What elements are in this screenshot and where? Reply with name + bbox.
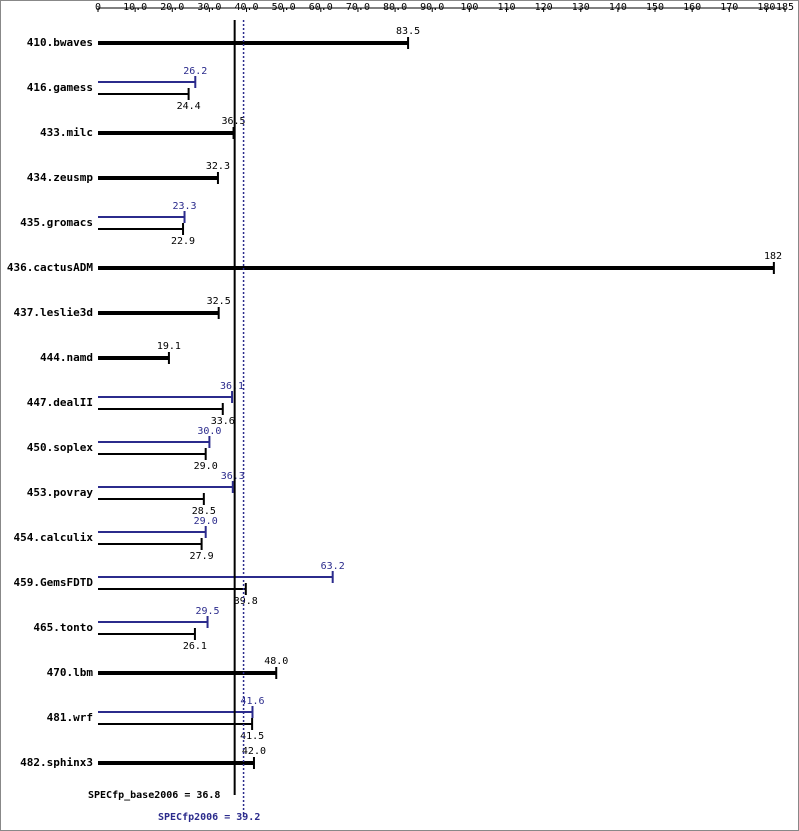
bar <box>98 583 247 595</box>
x-tick-label: 50.0 <box>272 2 296 13</box>
bar <box>98 76 197 88</box>
value-label: 182 <box>764 251 782 262</box>
value-label: 41.5 <box>240 731 264 742</box>
value-label: 22.9 <box>171 236 195 247</box>
value-label: 29.5 <box>196 606 220 617</box>
bar <box>98 37 410 49</box>
value-label: 36.3 <box>221 471 245 482</box>
value-label: 42.0 <box>242 746 266 757</box>
value-label: 33.6 <box>211 416 235 427</box>
value-label: 26.2 <box>183 66 207 77</box>
bar <box>98 718 254 730</box>
bar <box>98 127 235 139</box>
x-tick-label: 160 <box>683 2 701 13</box>
value-label: 29.0 <box>194 461 218 472</box>
bar <box>98 211 186 223</box>
bar <box>98 757 255 769</box>
x-tick-label: 30.0 <box>197 2 221 13</box>
bar <box>98 262 775 274</box>
x-tick-label: 140 <box>609 2 627 13</box>
category-label: 459.GemsFDTD <box>14 576 94 589</box>
x-tick-label: 110 <box>497 2 515 13</box>
category-label: 465.tonto <box>33 621 93 634</box>
value-label: 32.5 <box>207 296 231 307</box>
bar <box>98 667 278 679</box>
value-label: 83.5 <box>396 26 420 37</box>
value-label: 27.9 <box>190 551 214 562</box>
x-tick-label: 20.0 <box>160 2 184 13</box>
x-tick-label: 150 <box>646 2 664 13</box>
x-tick-label: 70.0 <box>346 2 370 13</box>
x-tick-label: 130 <box>572 2 590 13</box>
value-label: 63.2 <box>321 561 345 572</box>
category-label: 482.sphinx3 <box>20 756 93 769</box>
bar <box>98 352 170 364</box>
bar <box>98 616 209 628</box>
x-tick-label: 10.0 <box>123 2 147 13</box>
value-label: 48.0 <box>264 656 288 667</box>
bar <box>98 403 224 415</box>
category-label: 481.wrf <box>47 711 93 724</box>
bar <box>98 706 254 718</box>
value-label: 26.1 <box>183 641 207 652</box>
bar <box>98 526 207 538</box>
value-label: 19.1 <box>157 341 181 352</box>
bar <box>98 481 234 493</box>
x-tick-label: 180 <box>757 2 775 13</box>
value-label: 29.0 <box>194 516 218 527</box>
category-label: 435.gromacs <box>20 216 93 229</box>
value-label: 36.5 <box>221 116 245 127</box>
category-label: 470.lbm <box>47 666 94 679</box>
category-label: 437.leslie3d <box>14 306 93 319</box>
bar <box>98 88 190 100</box>
value-label: 32.3 <box>206 161 230 172</box>
category-label: 410.bwaves <box>27 36 93 49</box>
category-label: 450.soplex <box>27 441 94 454</box>
category-label: 436.cactusADM <box>7 261 93 274</box>
x-tick-label: 185 <box>776 2 794 13</box>
value-label: 23.3 <box>172 201 196 212</box>
x-tick-label: 0 <box>95 2 101 13</box>
category-label: 416.gamess <box>27 81 93 94</box>
category-label: 447.dealII <box>27 396 93 409</box>
value-label: 30.0 <box>197 426 221 437</box>
category-label: 433.milc <box>40 126 93 139</box>
bar <box>98 493 205 505</box>
bar <box>98 448 207 460</box>
x-tick-label: 90.0 <box>420 2 444 13</box>
value-label: 36.1 <box>220 381 244 392</box>
bar <box>98 436 211 448</box>
bar <box>98 172 219 184</box>
reference-label: SPECfp_base2006 = 36.8 <box>88 790 220 801</box>
category-label: 454.calculix <box>14 531 94 544</box>
bar <box>98 391 234 403</box>
x-tick-label: 100 <box>460 2 478 13</box>
bar <box>98 307 220 319</box>
category-label: 434.zeusmp <box>27 171 94 184</box>
x-tick-label: 40.0 <box>234 2 258 13</box>
category-label: 453.povray <box>27 486 94 499</box>
reference-label: SPECfp2006 = 39.2 <box>158 812 260 823</box>
value-label: 41.6 <box>240 696 264 707</box>
x-tick-label: 80.0 <box>383 2 407 13</box>
value-label: 24.4 <box>177 101 201 112</box>
value-label: 28.5 <box>192 506 216 517</box>
value-label: 39.8 <box>234 596 258 607</box>
x-tick-label: 60.0 <box>309 2 333 13</box>
x-tick-label: 170 <box>720 2 738 13</box>
bar <box>98 223 185 235</box>
bar <box>98 538 203 550</box>
bar <box>98 571 334 583</box>
bar <box>98 628 196 640</box>
category-label: 444.namd <box>40 351 93 364</box>
x-tick-label: 120 <box>535 2 553 13</box>
